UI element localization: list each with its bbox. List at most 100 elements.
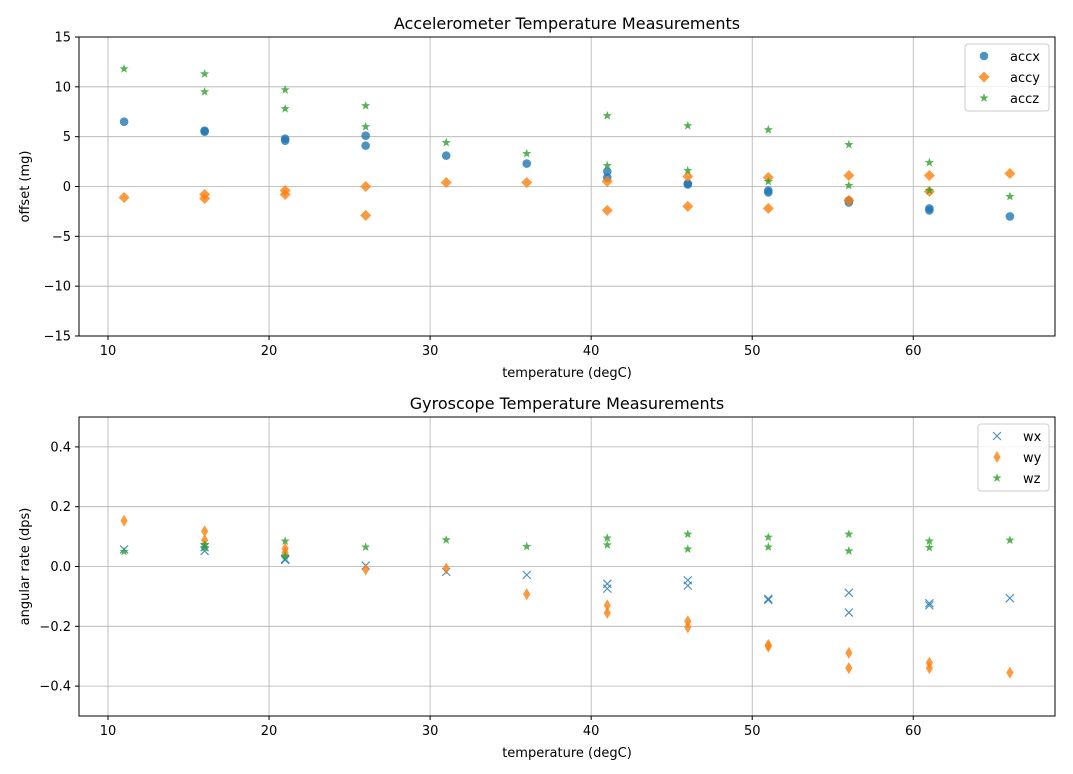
- data-point-accy: [601, 176, 613, 188]
- data-point-wz: [522, 541, 532, 551]
- series-wy: [120, 514, 1014, 679]
- data-point-wy: [362, 563, 370, 576]
- data-point-wx: [522, 570, 532, 580]
- data-point-wy: [603, 606, 611, 619]
- data-point-accz: [763, 176, 773, 186]
- data-point-wz: [280, 551, 290, 560]
- x-axis-label: temperature (degC): [502, 366, 632, 381]
- data-point-wy: [845, 662, 853, 675]
- y-tick-label: 10: [54, 80, 71, 95]
- data-point-wz: [602, 533, 612, 542]
- y-tick-label: 0.4: [50, 440, 71, 455]
- accelerometer-panel: 10 20 30 40 50 60 −15 −10 −5 0 5 10 15 Accelerometer …: [18, 14, 1056, 381]
- data-point-accx: [441, 151, 451, 160]
- y-tick-label: −10: [44, 280, 71, 295]
- data-point-accx: [280, 136, 290, 145]
- data-point-wx: [844, 588, 854, 598]
- data-point-accx: [683, 180, 693, 189]
- y-tick-label: −15: [44, 330, 71, 345]
- data-point-accx: [119, 117, 129, 127]
- data-point-accz: [924, 185, 934, 195]
- y-tick-label: 0.0: [50, 560, 71, 575]
- legend-marker-accy: [978, 71, 990, 83]
- x-tick-label: 20: [261, 724, 278, 739]
- data-point-wx: [1005, 593, 1015, 603]
- data-point-wz: [844, 546, 854, 555]
- x-tick-label: 60: [905, 724, 922, 739]
- data-point-wz: [844, 529, 854, 539]
- series-wz: [119, 529, 1015, 560]
- x-tick-label: 40: [583, 344, 600, 359]
- data-point-accy: [199, 192, 211, 204]
- data-point-wy: [120, 514, 128, 527]
- data-point-wy: [845, 646, 853, 659]
- x-tick-label: 60: [905, 344, 922, 359]
- data-point-wy: [925, 662, 933, 675]
- data-point-accy: [1004, 168, 1016, 180]
- data-point-wz: [924, 536, 934, 545]
- legend-frame: [964, 43, 1050, 112]
- data-point-wz: [602, 540, 612, 549]
- series-accy: [118, 168, 1016, 221]
- data-point-accz: [1005, 191, 1015, 201]
- data-point-accx: [1005, 212, 1015, 221]
- data-point-accy: [843, 194, 855, 206]
- data-point-wz: [763, 542, 773, 551]
- legend: wx wy wz: [977, 423, 1050, 492]
- x-tick-label: 50: [744, 344, 761, 359]
- data-point-accy: [118, 191, 130, 203]
- data-point-accz: [280, 103, 290, 113]
- data-point-accy: [440, 177, 452, 189]
- data-point-accx: [602, 167, 612, 176]
- x-tick-label: 10: [100, 724, 117, 739]
- data-point-wx: [924, 598, 934, 608]
- data-point-wx: [763, 595, 773, 605]
- legend-marker-wy: [993, 451, 1001, 463]
- data-point-accy: [360, 181, 372, 192]
- data-point-accy: [923, 170, 935, 182]
- data-point-accz: [280, 85, 290, 94]
- data-point-accz: [200, 87, 210, 96]
- data-point-wz: [441, 535, 451, 544]
- data-point-accy: [682, 171, 694, 183]
- data-point-accx: [200, 127, 209, 136]
- legend-frame: [977, 423, 1050, 492]
- y-tick-label: 0: [63, 180, 71, 195]
- y-tick-label: −5: [52, 230, 71, 245]
- series-wx: [119, 542, 1015, 617]
- legend-label-wx: wx: [1023, 430, 1042, 445]
- x-tick-label: 20: [261, 344, 278, 359]
- data-point-accx: [764, 188, 773, 197]
- data-point-accy: [279, 188, 291, 200]
- data-point-accz: [763, 124, 773, 134]
- x-tick-label: 10: [100, 344, 117, 359]
- data-point-accz: [200, 69, 210, 78]
- legend-marker-wz: [992, 473, 1002, 482]
- y-axis-label: angular rate (dps): [18, 508, 33, 626]
- data-point-accz: [361, 100, 371, 110]
- data-point-accx: [925, 206, 934, 215]
- legend-marker-accx: [979, 51, 989, 61]
- series-accz: [119, 64, 1015, 201]
- data-point-wz: [1005, 535, 1015, 545]
- data-point-wx: [844, 608, 854, 617]
- data-point-wz: [280, 536, 290, 545]
- legend: accx accy accz: [964, 43, 1050, 112]
- series-accx: [119, 117, 1015, 221]
- legend-label-wz: wz: [1023, 472, 1041, 487]
- data-point-accz: [924, 157, 934, 167]
- legend-marker-wx: [992, 431, 1002, 441]
- data-point-wz: [119, 546, 129, 556]
- data-point-wx: [280, 554, 290, 564]
- data-point-accz: [844, 180, 854, 190]
- y-tick-label: 0.2: [50, 500, 71, 515]
- data-point-accx: [361, 141, 370, 150]
- data-point-accz: [522, 148, 532, 158]
- data-point-wz: [683, 529, 693, 539]
- data-point-accx: [361, 131, 370, 140]
- data-point-accz: [683, 120, 693, 130]
- legend-label-accz: accz: [1010, 92, 1039, 107]
- data-point-wz: [200, 542, 210, 552]
- data-point-accz: [361, 121, 371, 131]
- x-axis-label: temperature (degC): [502, 746, 632, 761]
